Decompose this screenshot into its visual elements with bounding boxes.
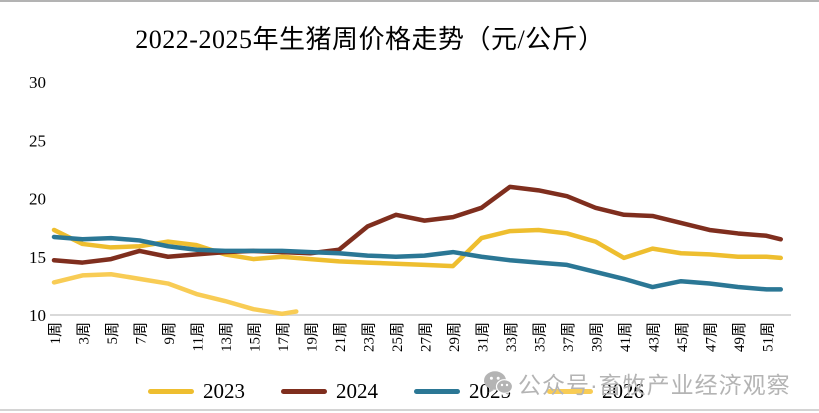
x-tick-label-week-39: 39周 <box>589 322 606 352</box>
x-tick-label-week-45: 45周 <box>674 322 691 352</box>
x-tick-label-week-51: 51周 <box>760 322 777 352</box>
x-tick-label-week-19: 19周 <box>304 322 321 352</box>
x-tick-label-week-29: 29周 <box>446 322 463 352</box>
legend-label-2023: 2023 <box>203 379 245 403</box>
legend-item-2024: 2024 <box>281 380 378 402</box>
legend-item-2023: 2023 <box>148 380 245 402</box>
x-tick-label-week-37: 37周 <box>560 322 577 352</box>
legend-item-2025: 2025 <box>414 380 511 402</box>
series-line-2025 <box>51 234 783 292</box>
x-tick-label-week-23: 23周 <box>361 322 378 352</box>
y-tick-label-30: 30 <box>29 73 46 92</box>
x-tick-label-week-49: 49周 <box>731 322 748 352</box>
x-tick-label-week-43: 43周 <box>646 322 663 352</box>
x-tick-label-week-3: 3周 <box>76 322 93 345</box>
x-tick-label-week-1: 1周 <box>47 322 64 345</box>
x-tick-label-week-27: 27周 <box>418 322 435 352</box>
y-tick-label-25: 25 <box>29 131 46 150</box>
legend-swatch-2025 <box>414 388 460 394</box>
y-tick-label-10: 10 <box>29 306 46 325</box>
legend-swatch-2026 <box>547 388 593 394</box>
series-line-2023 <box>51 227 783 269</box>
y-tick-label-20: 20 <box>29 190 46 209</box>
bottom-divider <box>0 409 819 411</box>
x-tick-label-week-15: 15周 <box>247 322 264 352</box>
legend-swatch-2023 <box>148 388 194 394</box>
legend-label-2024: 2024 <box>336 379 378 403</box>
x-tick-label-week-11: 11周 <box>190 322 207 351</box>
x-tick-label-week-33: 33周 <box>503 322 520 352</box>
y-tick-label-15: 15 <box>29 248 46 267</box>
x-tick-label-week-41: 41周 <box>617 322 634 352</box>
x-tick-label-week-9: 9周 <box>161 322 178 345</box>
legend-swatch-2024 <box>281 388 327 394</box>
x-tick-label-week-21: 21周 <box>332 322 349 352</box>
legend-item-2026: 2026 <box>547 380 644 402</box>
x-tick-label-week-31: 31周 <box>475 322 492 352</box>
chart-title: 2022-2025年生猪周价格走势（元/公斤） <box>135 25 605 54</box>
x-tick-label-week-47: 47周 <box>703 322 720 352</box>
legend-label-2025: 2025 <box>469 379 511 403</box>
x-tick-label-week-25: 25周 <box>389 322 406 352</box>
x-tick-label-week-35: 35周 <box>532 322 549 352</box>
x-tick-label-week-5: 5周 <box>104 322 121 345</box>
x-tick-label-week-17: 17周 <box>275 322 292 352</box>
x-tick-label-week-7: 7周 <box>133 322 150 345</box>
series-line-2026 <box>51 271 299 317</box>
series-line-2024 <box>51 184 783 265</box>
chart-legend: 2023 2024 2025 2026 <box>148 380 644 402</box>
x-tick-label-week-13: 13周 <box>218 322 235 352</box>
legend-label-2026: 2026 <box>602 379 644 403</box>
